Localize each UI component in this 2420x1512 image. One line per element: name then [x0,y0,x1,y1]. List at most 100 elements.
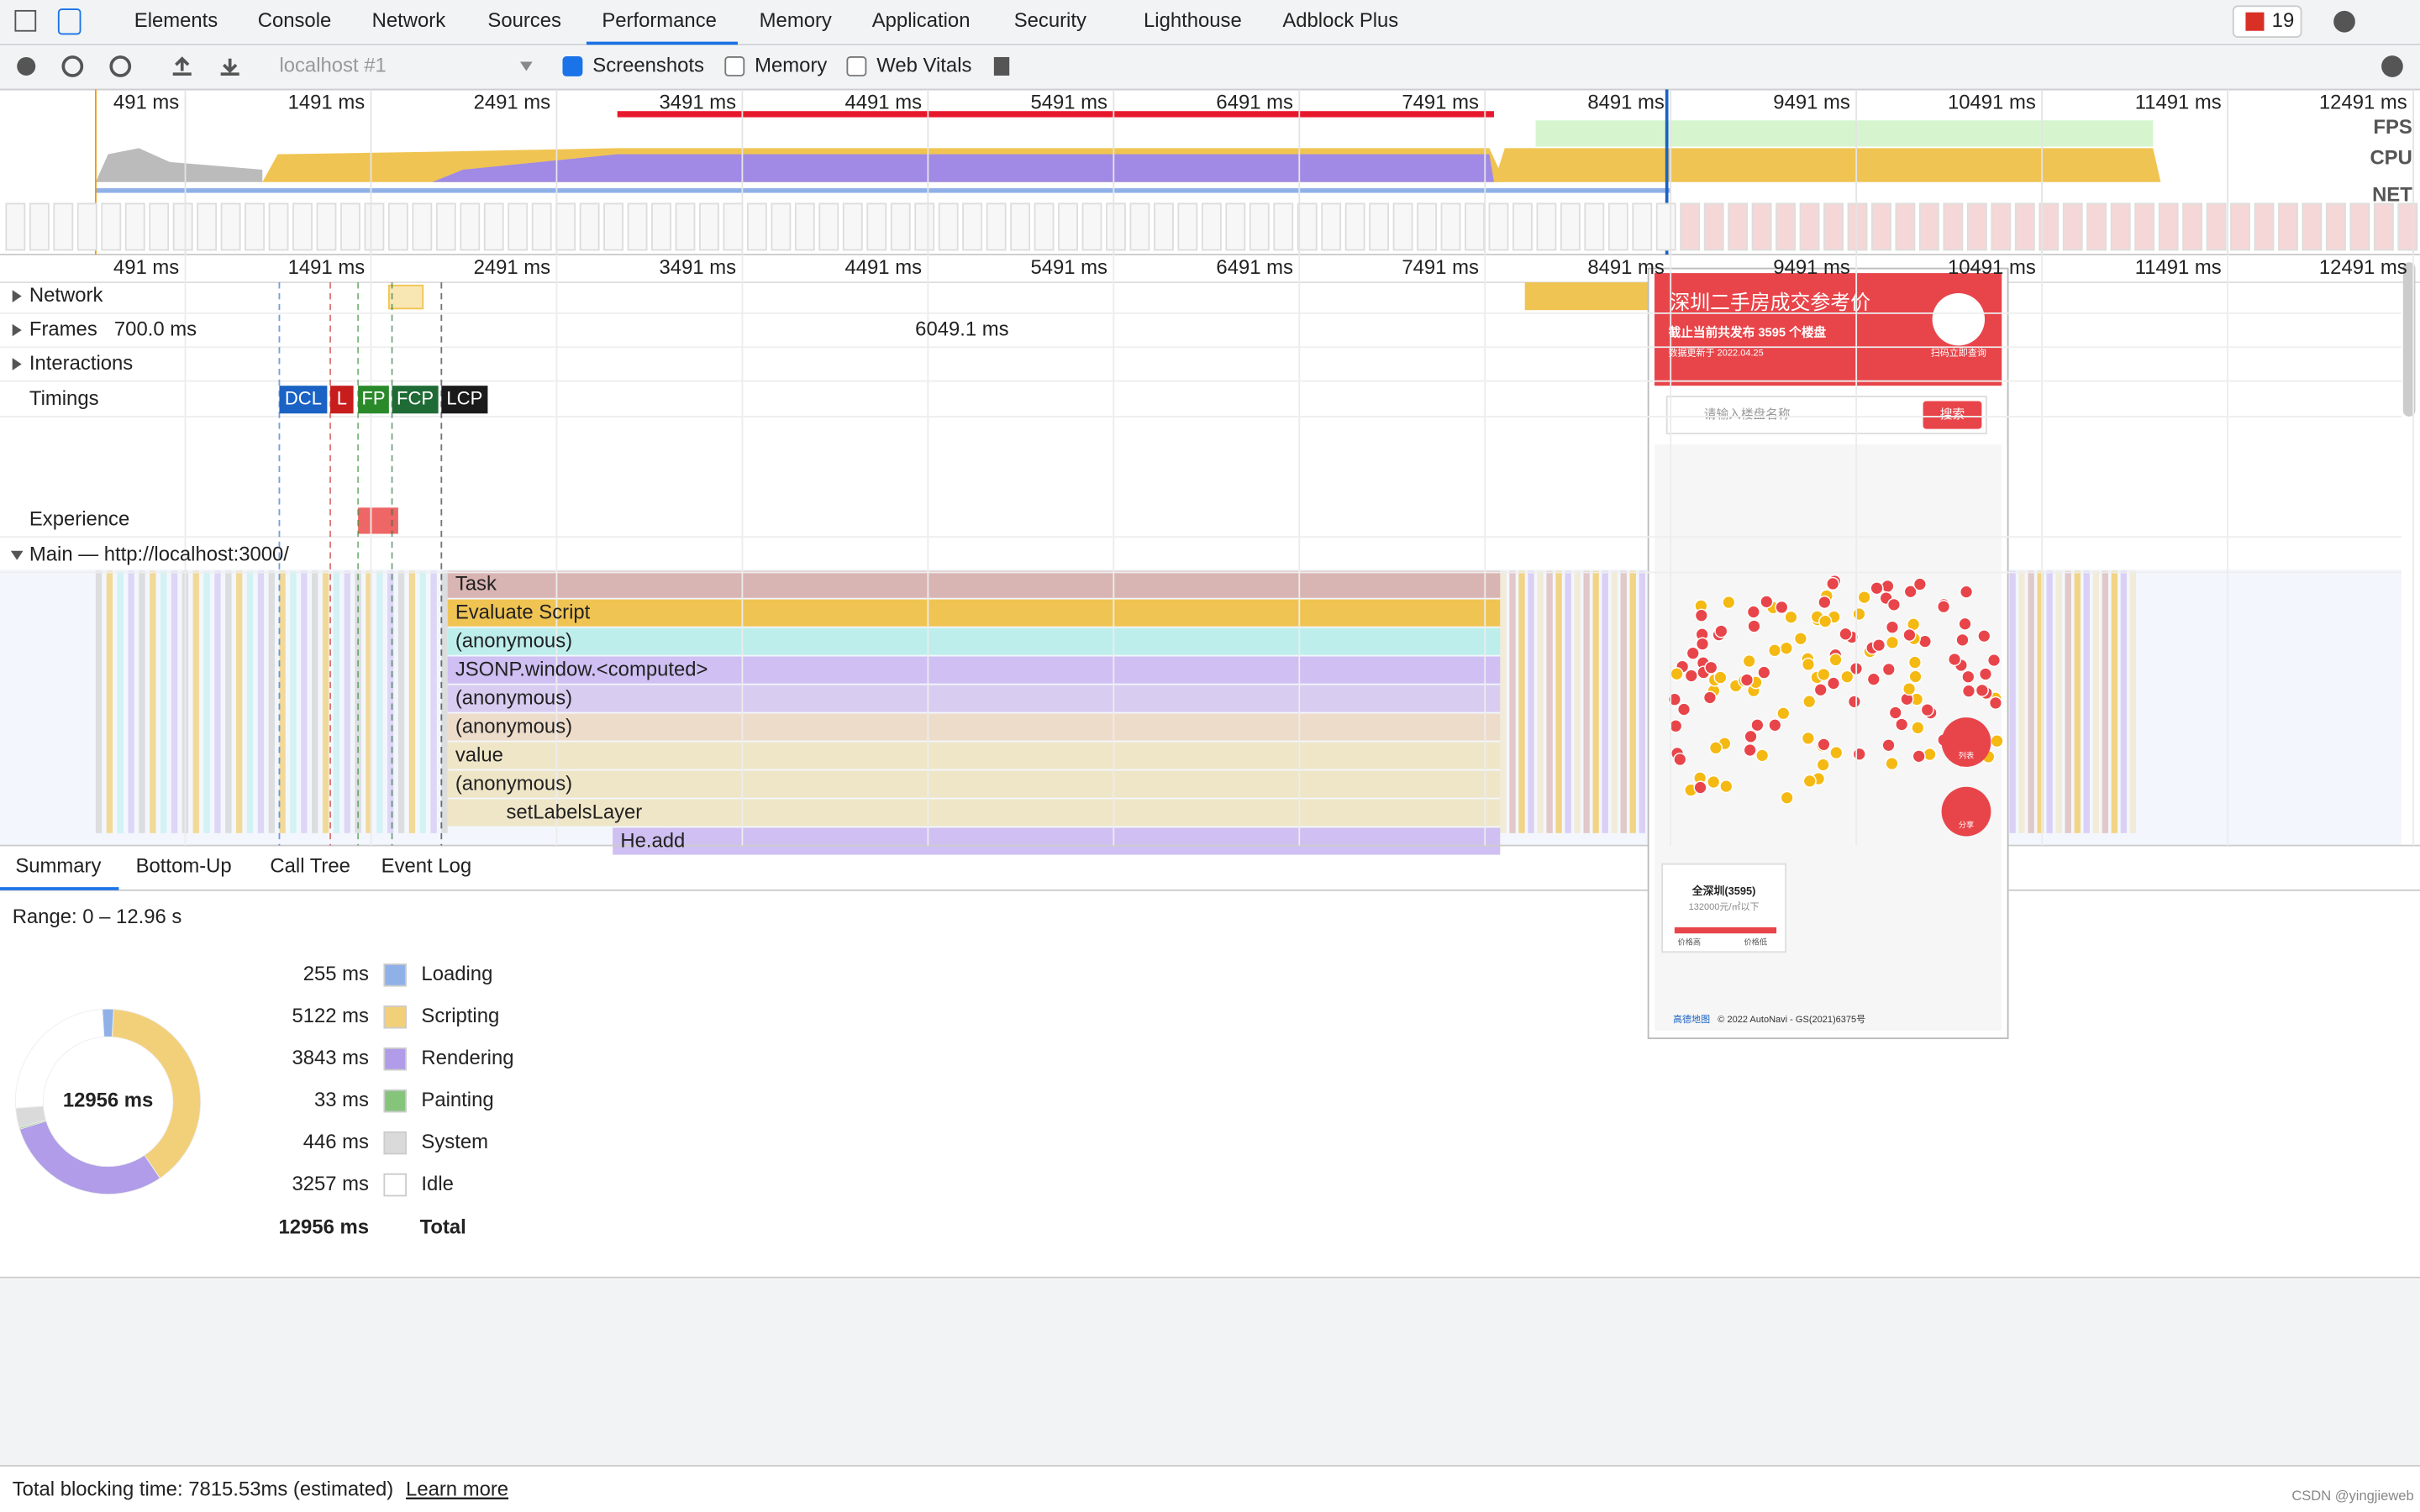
tab[interactable]: Network [372,9,446,32]
tab[interactable]: Console [258,9,332,32]
tab[interactable]: Memory [760,9,832,32]
flame-bar[interactable] [447,685,1501,712]
flame-sliver [268,570,275,833]
learn-more[interactable]: Learn more [406,1478,508,1501]
map-marker [1907,655,1922,669]
timing-chip[interactable] [392,386,439,414]
settings-icon[interactable] [2333,10,2355,33]
timing-chip[interactable] [441,386,488,414]
flame-bar[interactable] [447,627,1501,655]
flame-sliver [2065,570,2071,833]
flame-sliver [214,570,221,833]
tick-label: 10491 ms [1948,256,2036,279]
empty-area [0,1278,2420,1466]
flame-sliver [1500,570,1507,833]
timing-chip[interactable] [358,386,389,414]
map-marker [1695,637,1710,651]
tab[interactable]: Application [872,9,971,32]
tick-label: 11491 ms [2135,256,2222,279]
map-marker [1693,780,1707,795]
overview-tick-label: 7491 ms [1402,91,1479,113]
flame-bar[interactable] [447,713,1501,741]
panel-tab[interactable]: Call Tree [270,855,350,878]
inspect-icon[interactable] [14,9,37,32]
flame-bar[interactable] [447,599,1501,627]
summary-value: 255 ms [303,963,369,985]
thumbnail [818,202,839,251]
thumbnail [316,202,337,251]
thumbnail [1249,202,1270,251]
track-label[interactable]: Main — http://localhost:3000/ [29,543,289,566]
map-marker [1958,617,1972,631]
thumbnail [2158,202,2179,251]
clear-button[interactable] [109,55,132,77]
thumbnail [1751,202,1772,251]
tab[interactable]: Lighthouse [1144,9,1242,32]
timing-chip[interactable] [279,386,328,414]
panel-tab[interactable]: Bottom-Up [136,855,232,878]
flame-bar[interactable] [447,799,1501,827]
map-marker [1912,749,1926,764]
reload-button[interactable] [61,55,84,77]
expand-arrow[interactable] [12,290,22,302]
upload-button[interactable] [172,56,192,76]
thumbnail [1680,202,1701,251]
thumbnail [2086,202,2107,251]
checkbox[interactable] [562,56,583,76]
flame-bar[interactable] [447,742,1501,769]
trash-button[interactable] [993,56,1010,76]
record-button[interactable] [17,56,36,76]
overview-tick-label: 1491 ms [288,91,366,113]
map-marker [1739,673,1754,687]
flame-bar[interactable] [447,656,1501,684]
flame-bar[interactable] [447,570,1501,598]
flame-bar[interactable] [447,770,1501,798]
target-select[interactable]: localhost #1 [279,54,386,76]
thumbnail [723,202,744,251]
thumbnail [2182,202,2203,251]
thumbnail [340,202,360,251]
map-marker [1912,577,1927,591]
map-marker [1708,741,1723,755]
thumbnail [1225,202,1246,251]
summary-value: 446 ms [303,1131,369,1153]
panel-tab[interactable]: Event Log [381,855,471,878]
expand-arrow[interactable] [12,358,22,370]
thumbnail [1034,202,1055,251]
tab[interactable]: Adblock Plus [1282,9,1398,32]
flame-sliver [150,570,156,833]
expand-arrow[interactable] [10,550,24,560]
map-marker [1826,676,1841,690]
flame-bar[interactable] [613,827,1501,855]
thumbnail [172,202,193,251]
tab[interactable]: Security [1014,9,1086,32]
device-icon[interactable] [57,8,82,35]
scrollbar[interactable] [2402,262,2416,417]
download-button[interactable] [220,58,239,76]
map-marker [1885,756,1899,771]
checkbox[interactable] [724,56,745,76]
timing-chip[interactable] [330,386,354,414]
checkbox[interactable] [846,56,867,76]
tab[interactable]: Sources [487,9,561,32]
expand-arrow[interactable] [12,323,22,337]
flame-sliver [2111,570,2118,833]
toolbar [0,46,2420,90]
flame-label: (anonymous) [455,772,572,795]
map-marker [1757,665,1771,680]
thumbnail [435,202,456,251]
tab[interactable]: Performance [602,9,717,32]
map-marker [1955,633,1970,647]
thumbnail [5,202,26,251]
track-label[interactable]: Interactions [29,352,133,375]
track-label[interactable]: Network [29,284,103,307]
tab[interactable]: Elements [134,9,218,32]
capture-settings[interactable] [2381,55,2403,77]
map-marker [1829,745,1844,760]
donut-slice [111,1008,202,1179]
flame-sliver [301,570,308,833]
summary-category: System [421,1131,488,1153]
map-marker [1978,667,1993,681]
panel-tab[interactable]: Summary [15,855,101,878]
track-label[interactable]: Frames [29,318,97,340]
